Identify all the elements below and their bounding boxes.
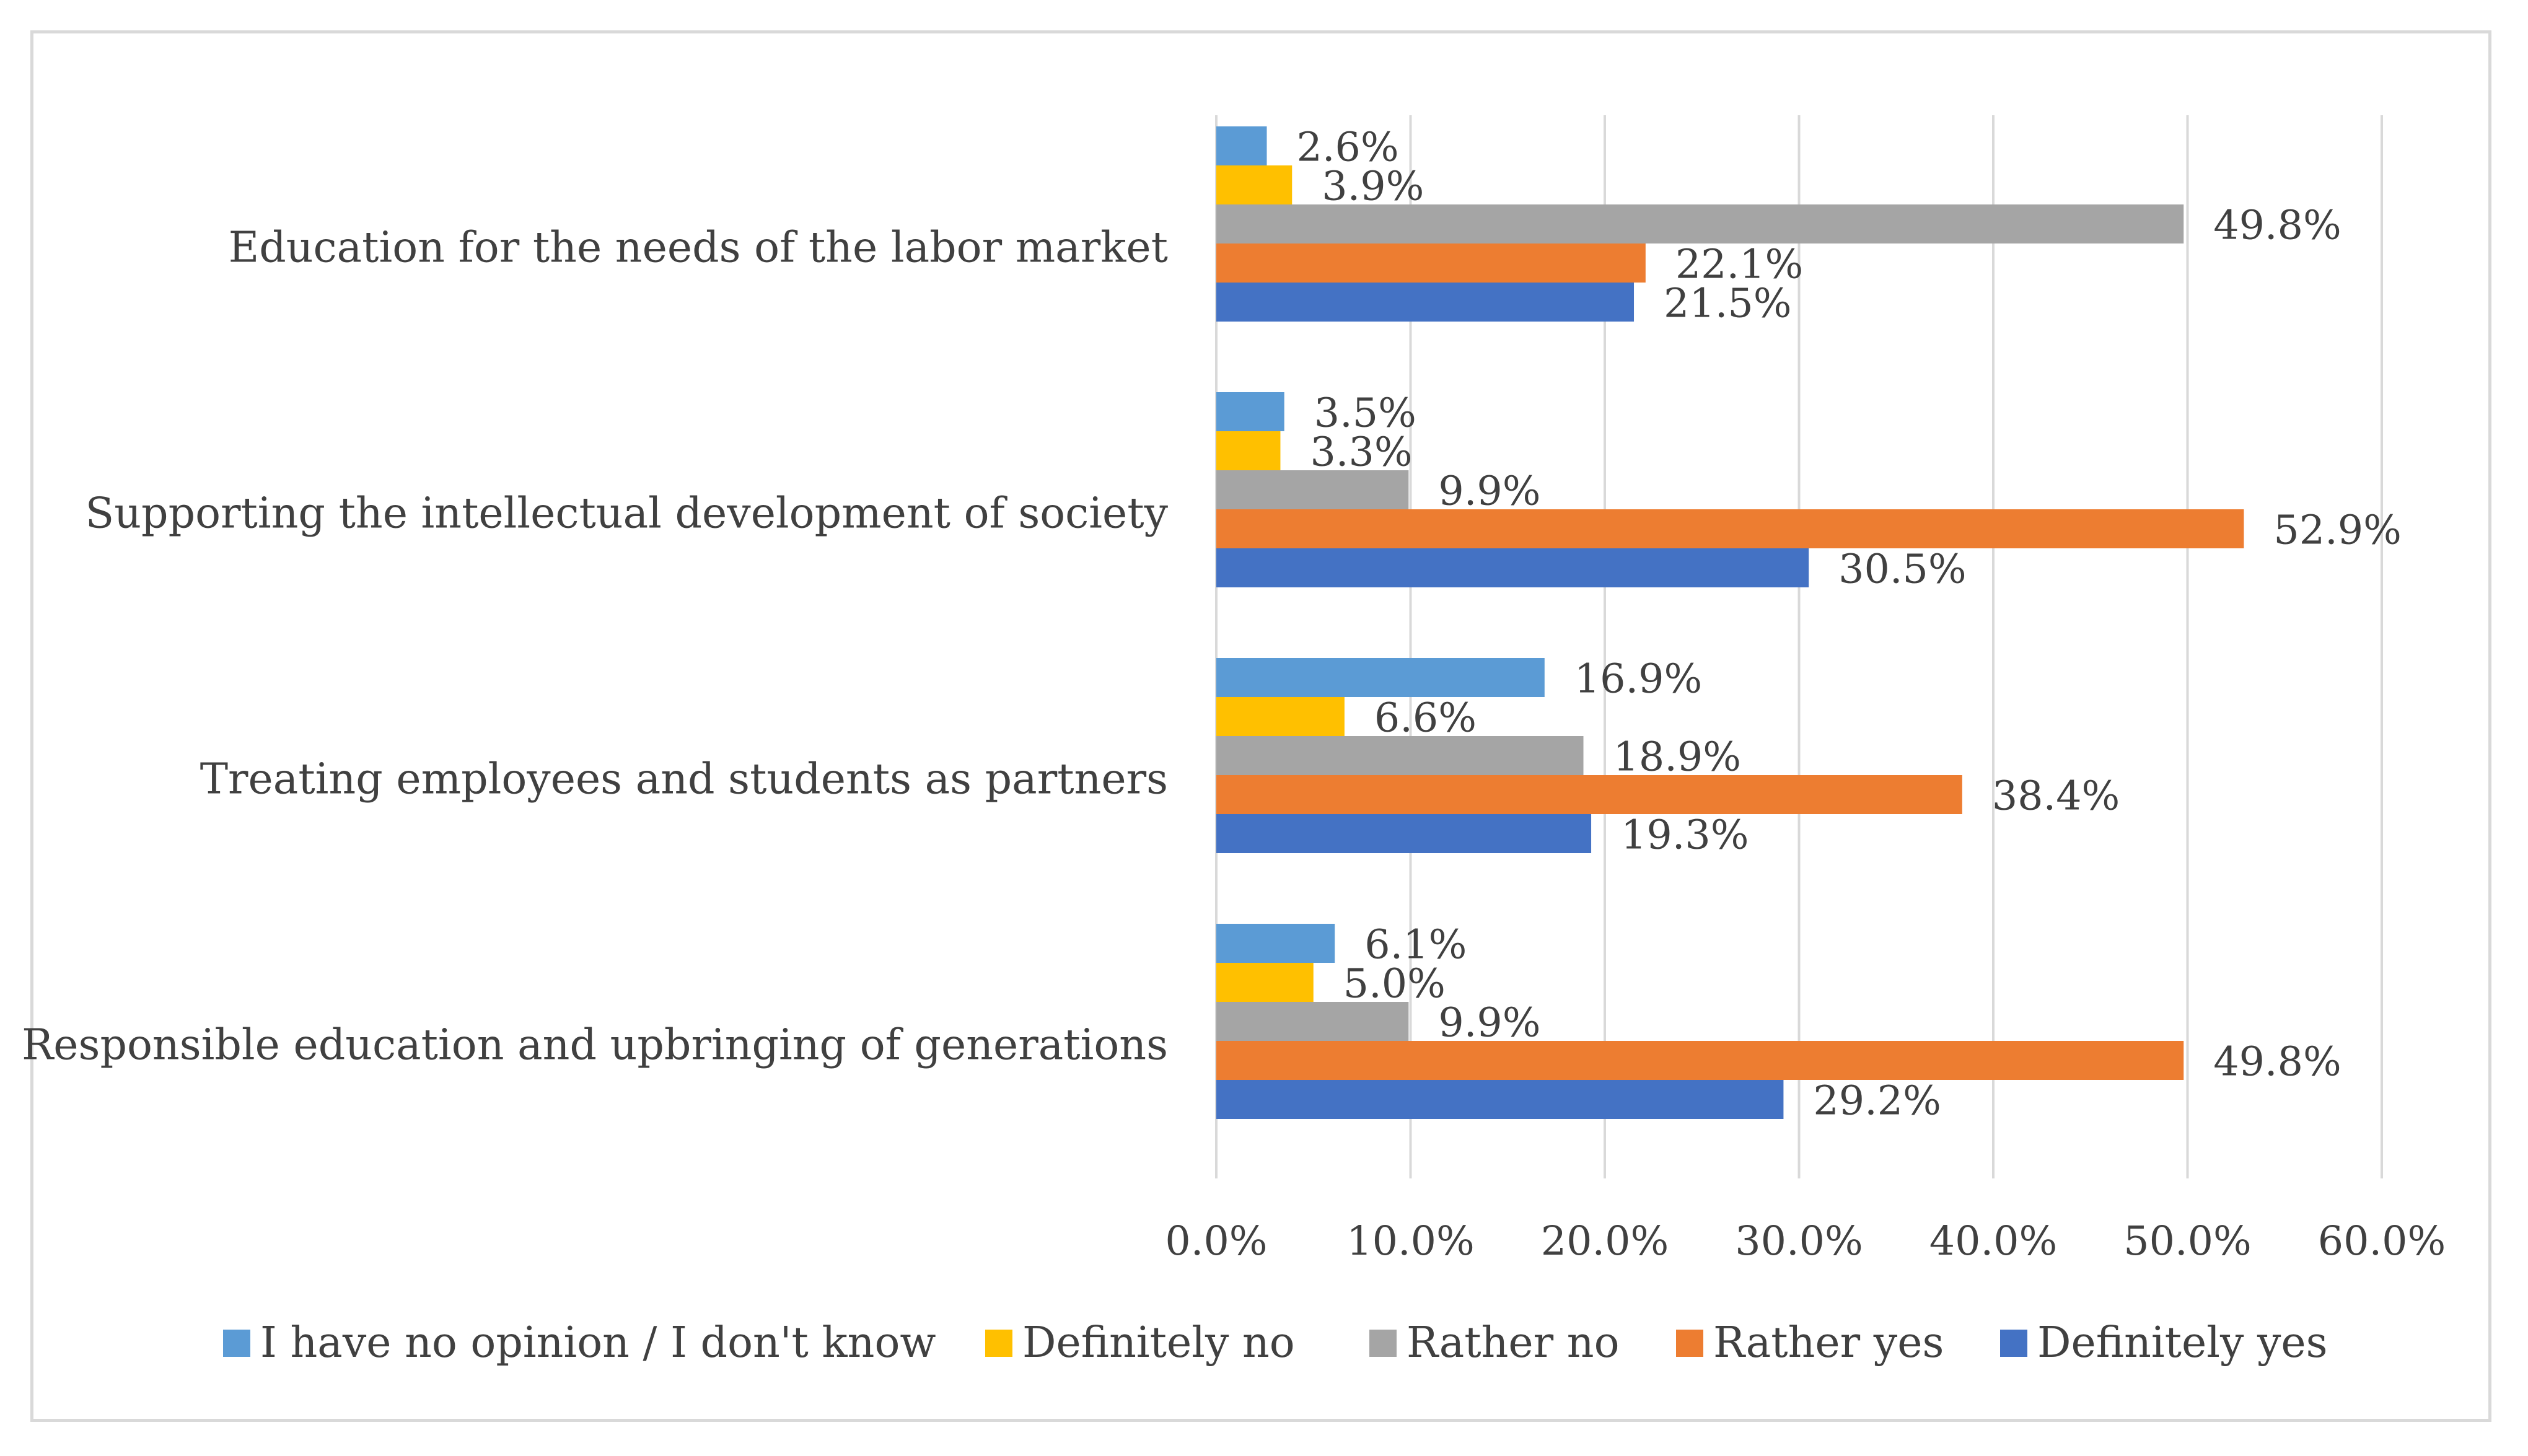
data-label: 38.4% — [1992, 773, 2120, 820]
data-label: 2.6% — [1297, 125, 1399, 171]
data-label: 9.9% — [1438, 468, 1540, 515]
bar — [1216, 1041, 2184, 1080]
legend-swatch — [223, 1330, 250, 1357]
bar — [1216, 431, 1281, 470]
x-tick-label: 30.0% — [1735, 1218, 1863, 1265]
bar — [1216, 243, 1646, 283]
x-tick-label: 0.0% — [1165, 1218, 1267, 1265]
bar — [1216, 1080, 1784, 1119]
bar — [1216, 283, 1635, 322]
bar — [1216, 658, 1545, 697]
data-label: 6.1% — [1364, 922, 1467, 968]
x-tick-label: 40.0% — [1929, 1218, 2058, 1265]
x-tick-label: 20.0% — [1541, 1218, 1669, 1265]
data-label: 16.9% — [1574, 656, 1703, 703]
legend-label: Rather no — [1407, 1318, 1620, 1367]
legend-swatch — [1369, 1330, 1397, 1357]
bar — [1216, 204, 2184, 243]
category-label: Supporting the intellectual development … — [86, 489, 1169, 538]
legend-label: I have no opinion / I don't know — [260, 1318, 936, 1367]
data-label: 49.8% — [2213, 1039, 2341, 1085]
data-label: 52.9% — [2273, 507, 2402, 554]
bars — [1216, 126, 2244, 1119]
x-tick-label: 50.0% — [2123, 1218, 2252, 1265]
bar — [1216, 470, 1409, 509]
bar — [1216, 697, 1345, 736]
legend-swatch — [1676, 1330, 1703, 1357]
bar — [1216, 924, 1335, 963]
bar — [1216, 548, 1809, 587]
bar — [1216, 392, 1284, 431]
bar — [1216, 963, 1314, 1002]
legend-label: Definitely yes — [2037, 1318, 2328, 1367]
data-label: 22.1% — [1675, 242, 1804, 288]
category-label: Treating employees and students as partn… — [200, 755, 1168, 804]
x-tick-label: 60.0% — [2318, 1218, 2446, 1265]
data-label: 3.9% — [1322, 164, 1424, 210]
data-label: 5.0% — [1343, 961, 1446, 1007]
bar — [1216, 509, 2244, 548]
bar — [1216, 1002, 1409, 1041]
bar — [1216, 775, 1962, 814]
data-label: 3.5% — [1314, 390, 1416, 437]
data-label: 19.3% — [1621, 812, 1749, 859]
bar — [1216, 814, 1592, 853]
data-label: 30.5% — [1838, 546, 1967, 593]
data-label: 49.8% — [2213, 203, 2341, 249]
data-label: 6.6% — [1374, 695, 1477, 742]
data-label: 9.9% — [1438, 1000, 1540, 1046]
data-label: 29.2% — [1813, 1078, 1941, 1125]
bar — [1216, 126, 1267, 165]
data-label: 18.9% — [1613, 734, 1742, 781]
bar — [1216, 165, 1293, 204]
legend-swatch — [2000, 1330, 2027, 1357]
legend: I have no opinion / I don't know Definite… — [223, 1318, 2328, 1367]
legend-label: Definitely no — [1022, 1318, 1295, 1367]
category-label: Education for the needs of the labor mar… — [229, 224, 1168, 273]
data-label: 21.5% — [1664, 281, 1792, 327]
value-labels: 2.6%3.9% 49.8% 22.1%21.5% 3.5%3.3% 9.9% 52.9%… — [1297, 125, 2402, 1125]
legend-swatch — [985, 1330, 1012, 1357]
category-labels: Education for the needs of the labor mar… — [22, 224, 1168, 1070]
legend-label: Rather yes — [1713, 1318, 1944, 1367]
data-label: 3.3% — [1310, 429, 1412, 476]
x-tick-labels: 0.0% 10.0% 20.0% 30.0% 40.0% 50.0% 60.0% — [1165, 1218, 2446, 1265]
x-tick-label: 10.0% — [1346, 1218, 1475, 1265]
bar — [1216, 736, 1584, 775]
category-label: Responsible education and upbringing of … — [22, 1021, 1168, 1070]
